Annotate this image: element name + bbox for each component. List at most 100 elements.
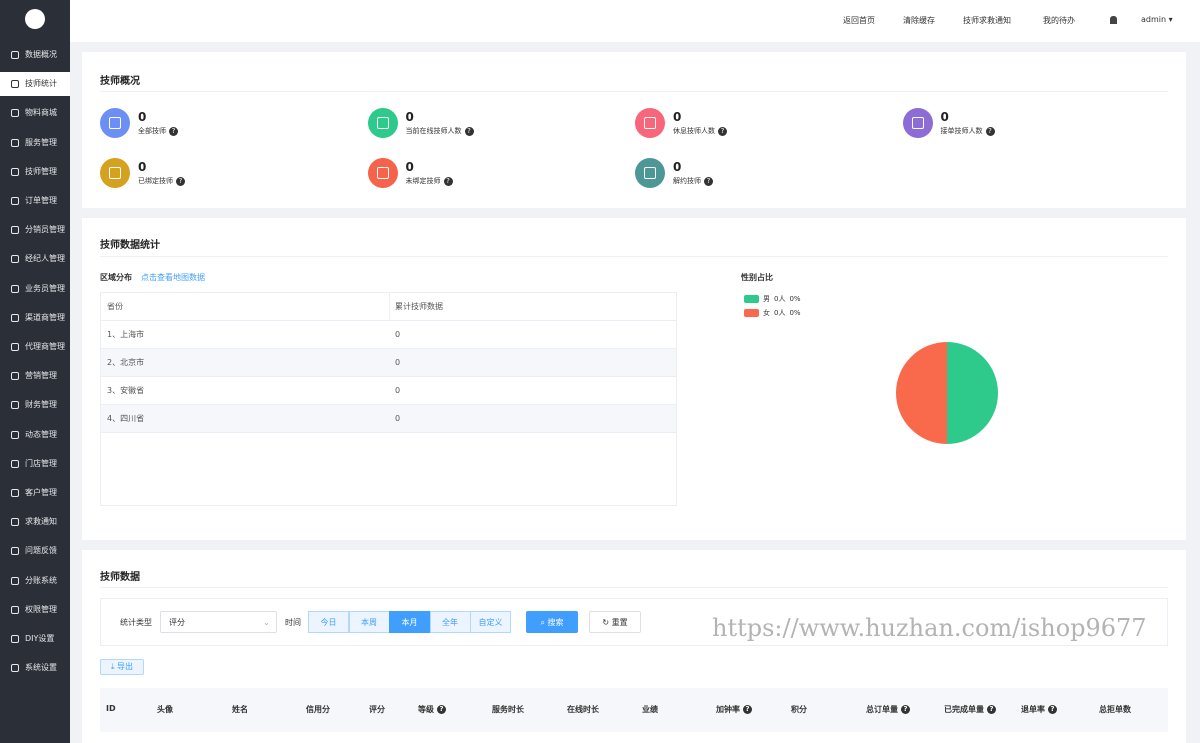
menu-label: 代理商管理 — [25, 342, 65, 351]
export-button[interactable]: ⤓ 导出 — [100, 659, 144, 675]
menu-icon — [11, 372, 19, 381]
top-link[interactable]: 我的待办 — [1043, 16, 1075, 25]
logo[interactable] — [25, 9, 45, 29]
divider — [100, 256, 1168, 257]
stat-icon — [367, 158, 398, 188]
column-header: 加钟率 — [716, 704, 752, 715]
menu-item[interactable]: 经纪人管理 — [0, 247, 70, 271]
menu-item[interactable]: 物料商城 — [0, 101, 70, 125]
column-header: 已完成单量 — [944, 704, 996, 715]
menu-label: 业务员管理 — [25, 283, 65, 293]
help-icon[interactable] — [985, 126, 995, 136]
search-label: 搜索 — [547, 618, 564, 627]
menu-item[interactable]: 数据概况 — [0, 43, 70, 67]
menu-item[interactable]: 服务管理 — [0, 131, 70, 155]
menu-item[interactable]: 技师统计 — [0, 72, 70, 97]
type-select[interactable]: 评分 ⌄ — [160, 611, 277, 633]
help-icon[interactable] — [437, 705, 446, 714]
menu-icon — [11, 80, 19, 89]
column-header: 省份 — [107, 302, 123, 311]
menu-label: 技师管理 — [25, 166, 57, 176]
stat-value: 0 — [405, 110, 414, 124]
help-icon[interactable] — [704, 176, 713, 186]
menu-item[interactable]: 问题反馈 — [0, 539, 70, 563]
help-icon[interactable] — [901, 705, 910, 714]
pie-slice — [947, 342, 998, 444]
menu-icon — [11, 635, 19, 643]
menu-icon — [11, 51, 19, 59]
menu-item[interactable]: 系统设置 — [0, 656, 70, 680]
table-cell: 0 — [395, 386, 401, 395]
user-menu[interactable]: admin ▾ — [1141, 15, 1173, 24]
menu-icon — [11, 343, 19, 351]
stat-label: 未绑定技师 — [406, 176, 453, 186]
menu-label: 问题反馈 — [25, 546, 57, 556]
period-button[interactable]: 自定义 — [470, 611, 511, 633]
menu-icon — [11, 197, 19, 205]
search-button[interactable]: ⌕ 搜索 — [526, 611, 578, 633]
period-button[interactable]: 今日 — [308, 611, 349, 633]
column-header: 评分 — [369, 705, 385, 714]
menu-item[interactable]: 门店管理 — [0, 452, 70, 476]
menu-item[interactable]: 渠道商管理 — [0, 306, 70, 330]
menu-label: 数据概况 — [25, 50, 57, 59]
stat-value: 0 — [673, 110, 682, 124]
help-icon[interactable] — [169, 126, 178, 136]
map-link[interactable]: 点击查看地图数据 — [141, 273, 205, 282]
menu-label: 系统设置 — [25, 663, 57, 673]
menu-label: 营销管理 — [25, 371, 57, 381]
stat-value: 0 — [138, 110, 147, 124]
menu-item[interactable]: 客户管理 — [0, 481, 70, 505]
top-link[interactable]: 技师求救通知 — [963, 16, 1011, 25]
period-button[interactable]: 本月 — [389, 611, 430, 633]
menu-item[interactable]: DIY设置 — [0, 627, 70, 651]
menu-item[interactable]: 分账系统 — [0, 569, 70, 593]
stat-label: 休息技师人数 — [673, 126, 727, 136]
help-icon[interactable] — [443, 176, 453, 186]
menu-item[interactable]: 技师管理 — [0, 160, 70, 184]
menu-icon — [11, 255, 19, 264]
stat-icon — [902, 108, 933, 138]
overview-card: 技师概况 0 全部技师 0 当前在线技师人数 0 休息技师人数 0 接单技师人数 0 已绑定技师 0… — [82, 52, 1186, 208]
statistics-card: 技师数据统计 区域分布 点击查看地图数据 省份 累计技师数据 1、上海市 0 2、北京市… — [82, 218, 1186, 540]
help-icon[interactable] — [718, 126, 727, 136]
period-button[interactable]: 本周 — [348, 611, 390, 633]
help-icon[interactable] — [464, 126, 474, 136]
region-title: 区域分布 — [100, 273, 132, 282]
top-link[interactable]: 清除缓存 — [903, 16, 935, 25]
legend-count: 0人 — [774, 295, 786, 303]
help-icon[interactable] — [987, 705, 996, 714]
help-icon[interactable] — [1048, 705, 1057, 714]
menu-item[interactable]: 财务管理 — [0, 393, 70, 417]
reset-button[interactable]: ↻ 重置 — [589, 611, 641, 633]
column-header: 服务时长 — [492, 705, 524, 714]
card-title: 技师概况 — [100, 76, 140, 87]
menu-item[interactable]: 权限管理 — [0, 598, 70, 622]
period-button[interactable]: 全年 — [429, 611, 471, 633]
topbar: 返回首页 清除缓存 技师求救通知 我的待办 admin ▾ — [70, 0, 1200, 42]
type-label: 统计类型 — [120, 618, 152, 627]
top-link[interactable]: 返回首页 — [843, 16, 875, 25]
menu-item[interactable]: 求救通知 — [0, 510, 70, 534]
menu-item[interactable]: 动态管理 — [0, 423, 70, 447]
menu-item[interactable]: 分销员管理 — [0, 218, 70, 242]
help-icon[interactable] — [743, 705, 752, 714]
menu-label: 物料商城 — [25, 108, 57, 118]
menu-icon — [11, 605, 19, 614]
menu-item[interactable]: 订单管理 — [0, 189, 70, 213]
column-header: 信用分 — [306, 705, 330, 714]
legend-label: 女 0人 0% — [763, 308, 805, 318]
menu-label: 动态管理 — [25, 429, 57, 439]
column-header: ID — [106, 704, 116, 713]
menu-label: DIY设置 — [25, 634, 55, 643]
legend-name: 女 — [763, 309, 770, 317]
menu-label: 技师统计 — [25, 79, 57, 89]
column-header: 累计技师数据 — [395, 302, 443, 311]
bell-icon[interactable] — [1110, 16, 1117, 24]
help-icon[interactable] — [176, 176, 185, 186]
menu-item[interactable]: 营销管理 — [0, 364, 70, 388]
menu-item[interactable]: 业务员管理 — [0, 277, 70, 301]
column-header: 姓名 — [232, 705, 248, 714]
menu-item[interactable]: 代理商管理 — [0, 335, 70, 359]
